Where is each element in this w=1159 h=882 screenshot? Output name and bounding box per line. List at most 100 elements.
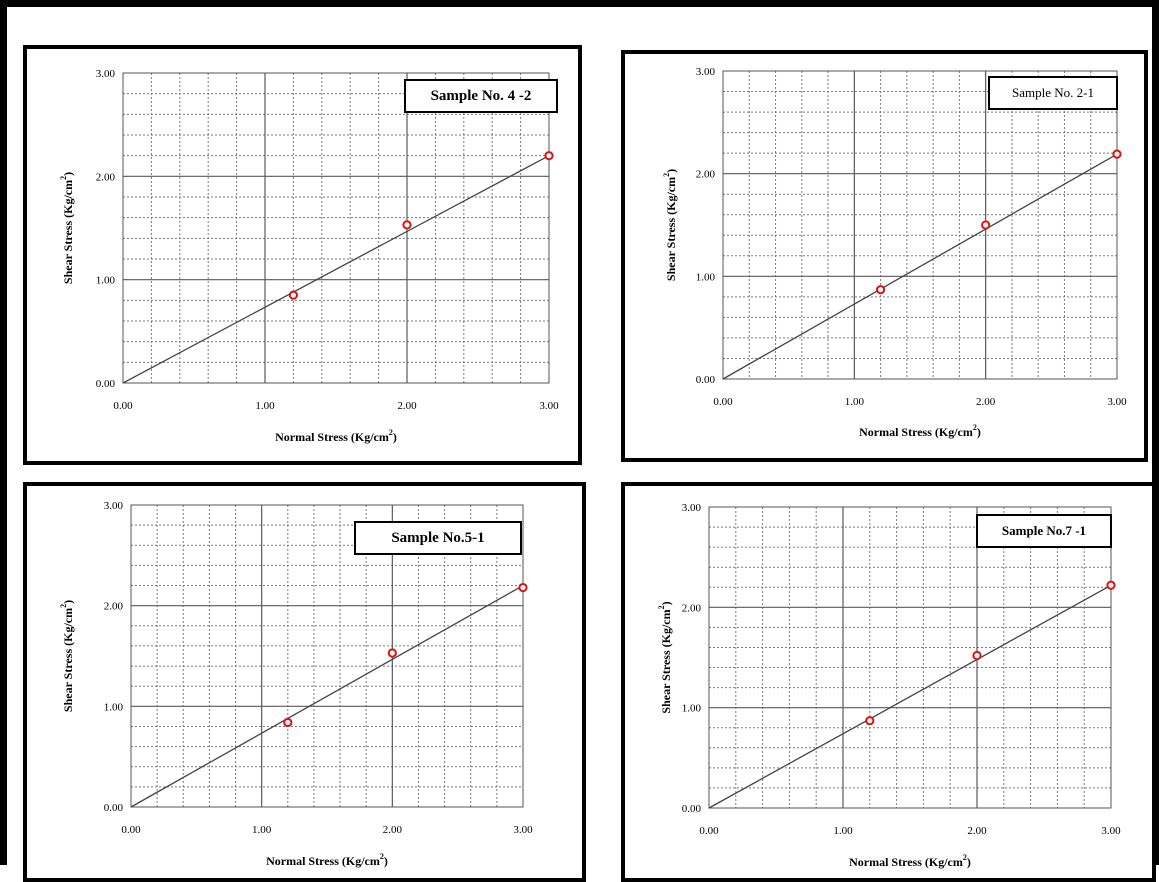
chart-svg: 0.00 1.00 2.00 3.00 0.00 1.00 2.00 3.00 Normal S… [59,500,533,868]
y-axis-title-superscript: 2 [59,604,68,608]
x-axis-title-close: ) [967,855,971,869]
data-point [387,648,397,658]
x-tick-label: 2.00 [967,825,987,837]
trend-line [122,155,550,384]
data-point [876,285,886,295]
x-tick-label: 2.00 [383,824,403,836]
data-point [518,582,528,593]
x-tick-label: 0.00 [121,824,141,836]
x-tick-label: 1.00 [845,396,865,408]
y-tick-label: 0.00 [682,803,702,815]
x-axis-title-text: Normal Stress (Kg/cm [275,430,389,444]
y-tick-label: 3.00 [104,500,124,512]
x-axis-title: Normal Stress (Kg/cm2) [266,852,388,868]
x-tick-label: 3.00 [539,400,559,412]
chart-panel-sample-5-1: 0.00 1.00 2.00 3.00 0.00 1.00 2.00 3.00 Normal S… [23,482,586,882]
x-axis-title: Normal Stress (Kg/cm2) [859,423,981,439]
x-tick-label: 1.00 [252,824,272,836]
x-tick-label: 0.00 [113,400,133,412]
data-point [865,716,875,726]
chart-svg: 0.00 1.00 2.00 3.00 0.00 1.00 2.00 3.00 Normal S… [657,502,1121,869]
x-axis-title-close: ) [384,854,388,868]
y-axis-title-superscript: 2 [657,605,666,609]
data-point [972,650,982,661]
y-axis-title-text: Shear Stress (Kg/cm [61,608,75,712]
plot-area-frame [708,506,1112,809]
sample-label-box: Sample No.5-1 [354,521,522,555]
data-point [283,717,293,728]
chart-panel-sample-7-1: 0.00 1.00 2.00 3.00 0.00 1.00 2.00 3.00 Normal S… [621,482,1156,882]
data-point [1106,580,1116,590]
data-point [544,151,554,161]
plot-area-frame [722,70,1118,380]
trend-line [722,153,1118,380]
x-axis-title-superscript: 2 [963,853,967,862]
y-tick-label: 1.00 [696,271,716,283]
y-tick-label: 1.00 [682,703,702,715]
x-axis-title-close: ) [977,425,981,439]
y-axis-title: Shear Stress (Kg/cm2) [662,169,678,281]
x-axis-title-close: ) [393,430,397,444]
sample-label-box: Sample No. 2-1 [988,76,1118,110]
y-tick-label: 3.00 [682,502,702,514]
x-tick-label: 1.00 [833,825,853,837]
y-tick-label: 2.00 [96,171,116,183]
x-axis-title-text: Normal Stress (Kg/cm [266,854,380,868]
data-point [288,290,298,300]
x-axis-title-text: Normal Stress (Kg/cm [859,425,973,439]
y-axis-title: Shear Stress (Kg/cm2) [59,172,75,284]
x-axis-title-superscript: 2 [973,423,977,432]
y-axis-title-text: Shear Stress (Kg/cm [659,609,673,713]
sample-label-box: Sample No.7 -1 [976,514,1112,548]
x-axis-title-superscript: 2 [389,428,393,437]
x-axis-title: Normal Stress (Kg/cm2) [275,428,397,444]
x-tick-label: 3.00 [513,824,533,836]
sample-label: Sample No.7 -1 [1001,523,1087,538]
y-tick-label: 1.00 [96,275,116,287]
trend-line [708,584,1112,809]
x-tick-label: 2.00 [976,396,996,408]
sample-label: Sample No.5-1 [391,529,485,546]
y-tick-label: 0.00 [104,802,124,814]
trend-line [130,584,524,808]
y-axis-title-close: ) [659,601,673,605]
y-tick-label: 3.00 [696,66,716,78]
x-tick-label: 2.00 [397,400,417,412]
y-axis-title-text: Shear Stress (Kg/cm [664,177,678,281]
sample-label: Sample No. 4 -2 [430,87,532,104]
x-tick-label: 0.00 [699,825,719,837]
y-tick-label: 2.00 [696,169,716,181]
y-tick-label: 0.00 [96,378,116,390]
chart-panel-sample-2-1: 0.00 1.00 2.00 3.00 0.00 1.00 2.00 3.00 Normal S… [621,50,1148,462]
data-point [402,220,412,230]
y-axis-title-superscript: 2 [662,173,671,177]
y-tick-label: 0.00 [696,374,716,386]
x-tick-label: 3.00 [1107,396,1127,408]
y-axis-title: Shear Stress (Kg/cm2) [657,601,673,713]
chart-svg: 0.00 1.00 2.00 3.00 0.00 1.00 2.00 3.00 Normal S… [662,66,1127,439]
y-axis-title-superscript: 2 [59,176,68,180]
y-tick-label: 2.00 [104,601,124,613]
x-axis-title-superscript: 2 [380,852,384,861]
y-axis-title: Shear Stress (Kg/cm2) [59,600,75,712]
x-axis-title-text: Normal Stress (Kg/cm [849,855,963,869]
sample-label-box: Sample No. 4 -2 [404,79,558,113]
plot-area-frame [130,504,524,808]
chart-panel-sample-4-2: 0.00 1.00 2.00 3.00 0.00 1.00 2.00 3.00 Normal S… [23,45,582,465]
y-tick-label: 1.00 [104,701,124,713]
x-axis-title: Normal Stress (Kg/cm2) [849,853,971,869]
y-axis-title-close: ) [61,600,75,604]
data-point [981,220,991,230]
y-tick-label: 2.00 [682,602,702,614]
y-axis-title-text: Shear Stress (Kg/cm [61,180,75,284]
chart-svg: 0.00 1.00 2.00 3.00 0.00 1.00 2.00 3.00 Normal S… [59,68,559,444]
y-axis-title-close: ) [61,172,75,176]
data-point [1112,149,1122,159]
plot-area-frame [122,72,550,384]
sample-label: Sample No. 2-1 [1012,85,1094,100]
x-tick-label: 0.00 [713,396,733,408]
y-axis-title-close: ) [664,169,678,173]
y-tick-label: 3.00 [96,68,116,80]
x-tick-label: 1.00 [255,400,275,412]
